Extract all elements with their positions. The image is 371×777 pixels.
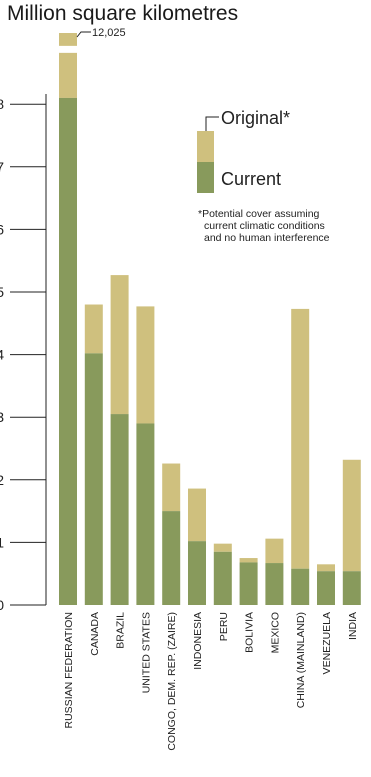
bar-current-brazil [110,414,129,605]
category-label-bolivia: BOLIVIA [244,612,256,653]
category-label-indonesia: INDONESIA [192,612,204,670]
category-label-united-states: UNITED STATES [140,612,152,693]
legend-swatch-current [197,162,214,193]
bar-original-united-states [136,306,155,424]
bar-current-peru [213,551,232,605]
legend-label-current: Current [221,169,281,189]
bar-original-canada [84,304,103,354]
bar-original-indonesia [188,488,206,542]
y-tick-label-2: 2 [0,472,4,488]
category-label-china-mainland: CHINA (MAINLAND) [295,612,307,708]
annotation-leader [76,31,91,38]
y-tick-label-4: 4 [0,347,4,363]
bar-current-indonesia [188,541,206,605]
legend-leader [205,116,219,131]
chart-title: Million square kilometres [7,2,239,25]
category-label-mexico: MEXICO [269,612,281,653]
legend-footnote-line-1: current climatic conditions [204,220,325,232]
y-tick-label-7: 7 [0,159,4,175]
bar-original-russian-federation [59,52,77,98]
category-label-canada: CANADA [89,612,101,656]
legend-footnote-line-0: *Potential cover assuming [198,208,320,220]
bar-current-congo-dem-rep-zaire [162,511,181,605]
category-label-russian-federation: RUSSIAN FEDERATION [63,612,75,728]
category-label-venezuela: VENEZUELA [321,612,333,674]
legend-swatch-original [197,131,214,162]
bar-current-venezuela [317,571,335,605]
y-tick-label-0: 0 [0,597,4,613]
bar-current-china-mainland [291,568,310,605]
bar-original-top-russian-federation [59,33,77,46]
y-tick-label-6: 6 [0,221,4,237]
bar-original-china-mainland [291,308,310,569]
legend-footnote-line-2: and no human interference [204,232,330,244]
bar-original-peru [213,543,232,552]
bar-current-mexico [265,563,284,605]
legend-label-original: Original* [221,108,290,128]
bar-original-congo-dem-rep-zaire [162,463,181,512]
y-tick-label-3: 3 [0,409,4,425]
bar-original-venezuela [317,564,335,572]
bar-original-india [342,459,361,572]
y-tick-label-8: 8 [0,96,4,112]
bar-current-bolivia [239,562,258,605]
bar-original-mexico [265,538,284,564]
bar-original-bolivia [239,558,258,563]
bar-current-united-states [136,423,155,605]
bar-original-brazil [110,275,129,415]
y-tick-label-5: 5 [0,284,4,300]
category-label-india: INDIA [347,612,359,640]
annotation-label: 12,025 [92,27,126,39]
bar-current-india [342,571,361,605]
category-label-brazil: BRAZIL [115,612,127,649]
y-tick-label-1: 1 [0,534,4,550]
bar-current-canada [84,353,103,605]
category-label-congo-dem-rep-zaire: CONGO, DEM. REP. (ZAIRE) [166,612,178,751]
category-label-peru: PERU [218,612,230,641]
bar-current-russian-federation [59,97,77,605]
